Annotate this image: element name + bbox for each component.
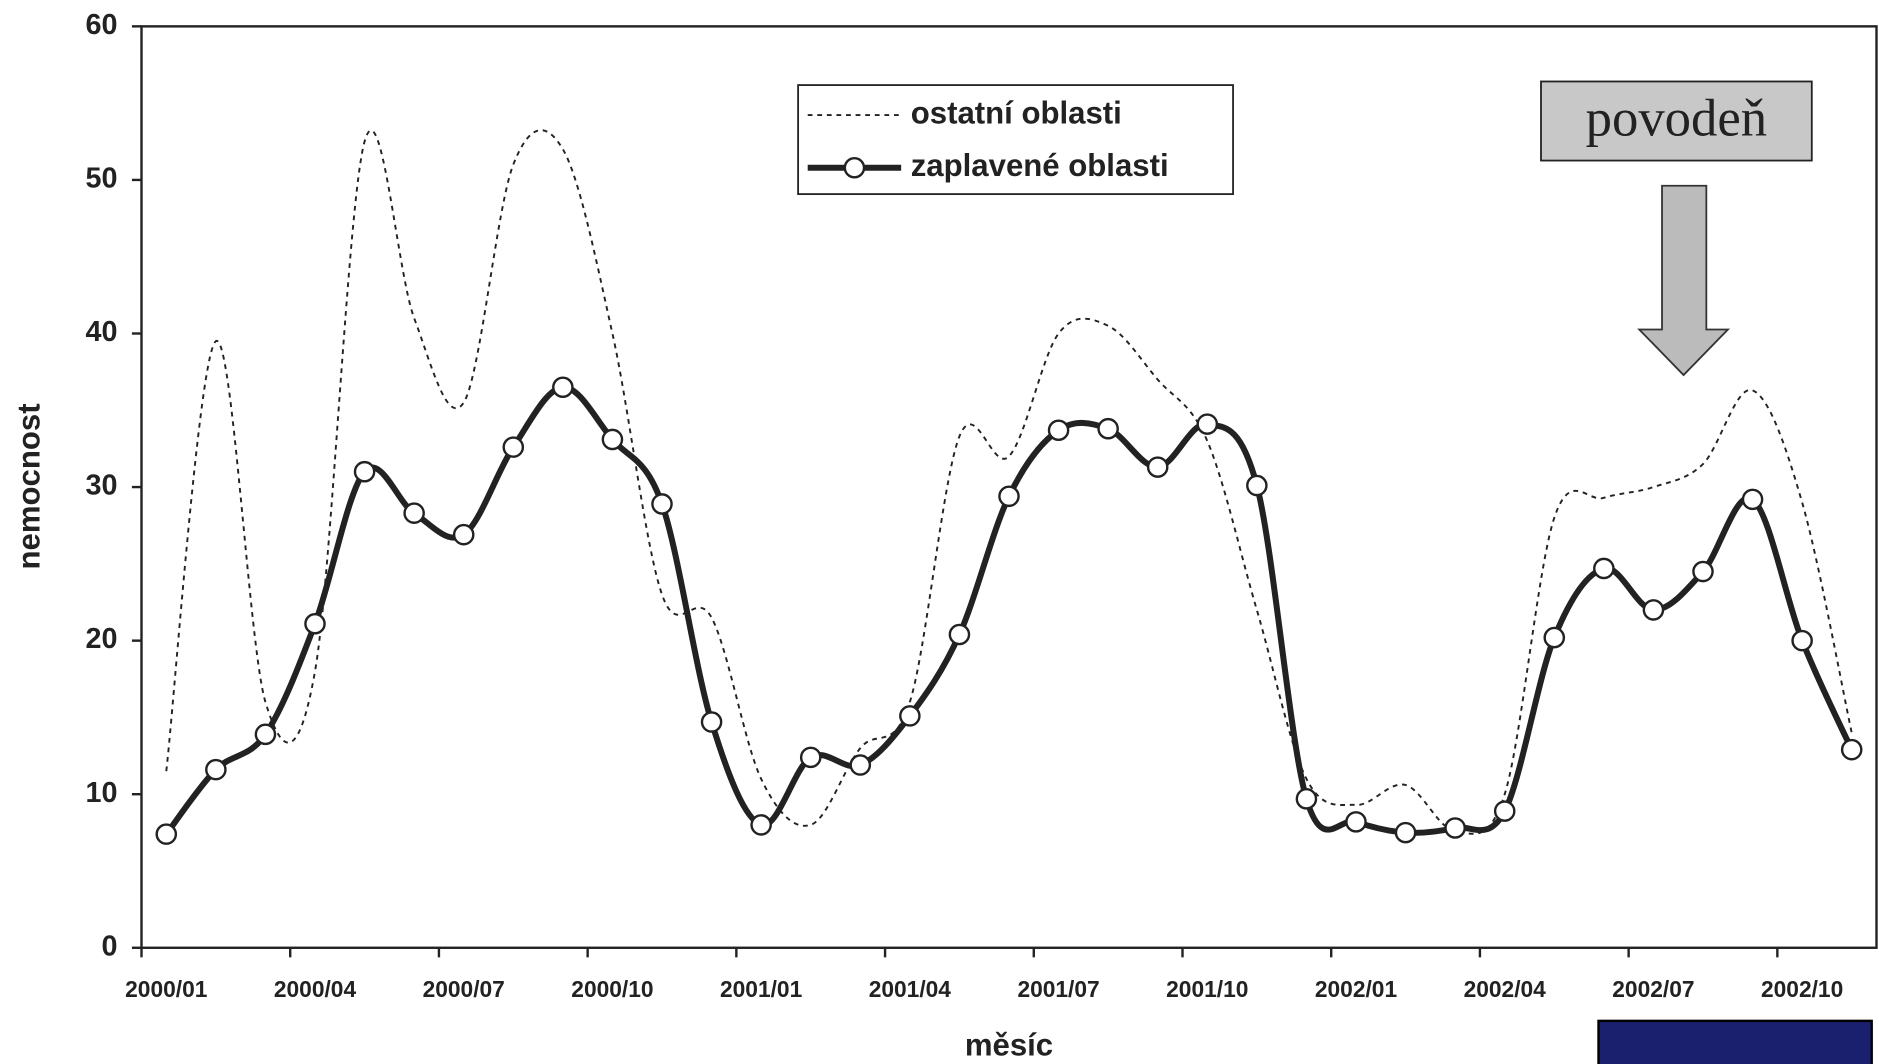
data-point xyxy=(601,428,624,451)
data-point xyxy=(1295,788,1318,810)
data-point xyxy=(1543,626,1566,649)
y-tick-label: 10 xyxy=(86,777,118,809)
x-tick-label: 2000/01 xyxy=(125,976,208,1002)
data-point xyxy=(1047,419,1070,442)
data-point xyxy=(502,436,525,458)
annotation-text: povodeň xyxy=(1586,90,1768,148)
legend xyxy=(797,84,1234,196)
data-point xyxy=(1345,811,1367,833)
y-tick-label: 50 xyxy=(86,163,118,195)
data-point xyxy=(1642,599,1665,621)
x-tick-label: 2002/07 xyxy=(1612,976,1694,1002)
data-point xyxy=(1246,474,1268,497)
data-point xyxy=(155,823,178,845)
x-tick-label: 2002/01 xyxy=(1315,976,1398,1002)
data-point xyxy=(799,746,822,769)
annotation-box xyxy=(1540,80,1813,162)
data-point xyxy=(254,723,277,746)
y-tick-label: 0 xyxy=(102,930,118,962)
y-axis-label: nemocnost xyxy=(12,403,47,569)
y-tick-label: 30 xyxy=(86,470,118,502)
data-point xyxy=(552,376,574,399)
x-tick-label: 2000/07 xyxy=(423,976,505,1002)
data-point xyxy=(1146,456,1169,478)
logo xyxy=(1597,1019,1873,1064)
data-point xyxy=(1840,738,1863,761)
data-point xyxy=(1493,800,1516,822)
data-point xyxy=(651,493,673,515)
x-tick-label: 2001/04 xyxy=(869,976,952,1002)
legend-label: zaplavené oblasti xyxy=(911,148,1169,183)
x-tick-label: 2000/04 xyxy=(274,976,357,1002)
data-point xyxy=(1791,629,1813,652)
data-point xyxy=(304,612,326,635)
x-tick-label: 2001/01 xyxy=(720,976,803,1002)
data-point xyxy=(700,711,723,733)
x-axis-label: měsíc xyxy=(965,1027,1053,1062)
annotation-arrow xyxy=(1637,184,1731,377)
x-tick-label: 2002/10 xyxy=(1761,976,1843,1002)
legend-label: ostatní oblasti xyxy=(911,95,1122,130)
data-point xyxy=(1097,417,1119,440)
data-point xyxy=(750,814,772,836)
x-tick-label: 2001/10 xyxy=(1166,976,1248,1002)
y-tick-label: 60 xyxy=(86,9,118,41)
series-line xyxy=(165,129,1853,835)
data-point xyxy=(1196,413,1219,435)
data-point xyxy=(1741,488,1764,511)
data-point xyxy=(1593,557,1615,580)
legend-marker xyxy=(843,156,866,179)
data-point xyxy=(403,502,425,524)
y-tick-label: 40 xyxy=(86,316,118,348)
data-point xyxy=(205,758,227,781)
data-point xyxy=(1444,817,1466,839)
data-point xyxy=(452,523,475,546)
annotation: povodeň xyxy=(1540,80,1813,377)
x-tick-label: 2000/10 xyxy=(571,976,653,1002)
data-point xyxy=(998,485,1020,508)
data-point xyxy=(849,754,872,776)
x-tick-label: 2001/07 xyxy=(1017,976,1099,1002)
y-tick-label: 20 xyxy=(86,623,118,655)
data-point xyxy=(1394,821,1417,844)
data-point xyxy=(899,705,921,727)
series-line xyxy=(163,384,1855,836)
data-point xyxy=(353,460,376,483)
data-point xyxy=(948,623,971,646)
x-tick-label: 2002/04 xyxy=(1464,976,1547,1002)
data-point xyxy=(1692,560,1714,583)
